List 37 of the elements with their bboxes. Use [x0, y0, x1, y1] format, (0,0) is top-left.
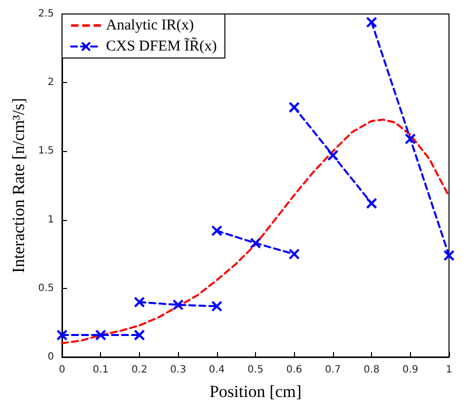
point: [288, 102, 300, 113]
point: [172, 299, 184, 310]
point: [134, 296, 145, 308]
point: [56, 329, 68, 341]
x-tick-label: 0.1: [92, 364, 109, 376]
point: [327, 150, 338, 161]
x-tick-label: 0.7: [324, 364, 341, 376]
x-axis-title: Position [cm]: [209, 382, 302, 401]
x-tick-label: 1: [446, 364, 452, 376]
x-tick-label: 0.8: [364, 364, 380, 376]
y-tick-label: 0: [48, 352, 54, 362]
y-tick-label: 1: [48, 214, 54, 226]
point: [443, 250, 455, 262]
point: [404, 133, 416, 144]
point: [288, 248, 300, 260]
x-tick-label: 0: [58, 364, 66, 376]
y-axis-title: Interaction Rate [n/cm³/s]: [9, 98, 28, 274]
line-series: [61, 118, 450, 344]
x-tick-label: 0.3: [170, 364, 186, 376]
y-tick-label: 2: [48, 77, 54, 88]
point: [134, 329, 145, 341]
point: [366, 16, 378, 28]
y-tick-label: 2.5: [38, 8, 54, 20]
x-tick-label: 0.6: [286, 364, 302, 376]
x-tick-label: 0.5: [248, 364, 264, 376]
point: [95, 329, 106, 341]
legend-label: Analytic IR(x): [106, 18, 194, 34]
x-tick-label: 0.4: [208, 364, 225, 376]
y-tick-label: 0.5: [38, 282, 54, 294]
x-tick-label: 0.9: [402, 364, 418, 376]
legend-label: CXS DFEM ĨR̃(x): [106, 36, 217, 54]
point: [211, 225, 222, 236]
x-tick-label: 0.2: [131, 364, 148, 376]
y-tick-label: 1.5: [38, 146, 54, 157]
point: [366, 198, 378, 209]
point: [250, 238, 262, 249]
point: [211, 300, 222, 312]
